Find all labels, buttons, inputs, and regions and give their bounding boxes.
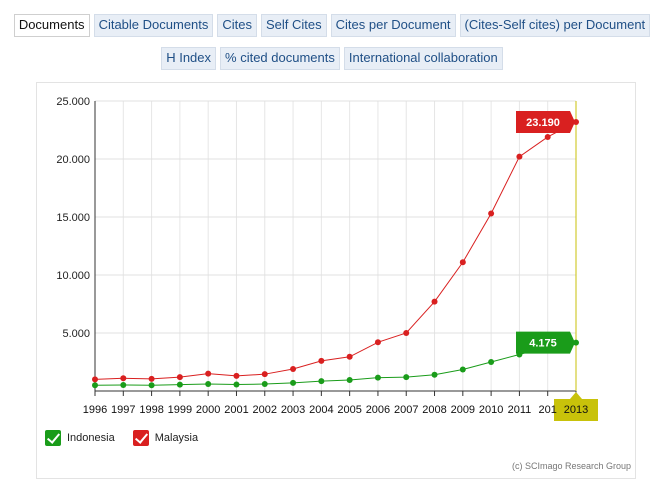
- value-callout-malaysia: [516, 110, 575, 133]
- chart-panel: [36, 82, 636, 479]
- x-tick-label: 2008: [422, 404, 446, 416]
- x-tick-label: 2009: [451, 404, 475, 416]
- data-point-indonesia: [205, 381, 212, 388]
- data-point-malaysia: [92, 376, 98, 383]
- x-tick-label: 2005: [337, 404, 361, 416]
- tab-international-collaboration[interactable]: International collaboration: [343, 47, 503, 70]
- tab-cited-documents[interactable]: % cited documents: [220, 47, 340, 70]
- x-tick-label: 2000: [196, 404, 220, 416]
- data-point-indonesia: [374, 374, 381, 381]
- x-tick-label: 1999: [168, 404, 192, 416]
- x-tick-label: 1998: [139, 404, 163, 416]
- tab-row-secondary: H Index% cited documents International co…: [0, 47, 664, 70]
- data-point-malaysia: [148, 375, 155, 382]
- data-point-malaysia: [233, 372, 240, 379]
- x-tick-label: 2003: [281, 404, 305, 416]
- data-point-malaysia: [403, 330, 410, 336]
- data-point-malaysia: [544, 133, 551, 140]
- y-tick-label: 15.000: [56, 212, 90, 224]
- data-point-indonesia: [148, 382, 155, 389]
- data-point-malaysia: [346, 353, 353, 360]
- data-point-indonesia: [573, 339, 579, 346]
- x-tick-label: 2010: [479, 404, 503, 416]
- x-tick-label: 2011: [508, 404, 532, 416]
- data-point-malaysia: [261, 371, 268, 378]
- x-tick-label: 201: [539, 404, 557, 416]
- tab-cites[interactable]: Cites: [217, 14, 258, 37]
- y-tick-label: 5.000: [62, 328, 90, 340]
- y-tick-label: 25.000: [56, 96, 90, 108]
- data-point-malaysia: [120, 375, 127, 382]
- legend-label-indonesia: Indonesia: [67, 432, 115, 444]
- data-point-indonesia: [431, 371, 438, 378]
- data-point-indonesia: [233, 381, 240, 388]
- data-point-malaysia: [290, 365, 297, 372]
- y-tick-label: 20.000: [56, 154, 90, 166]
- legend-label-malaysia: Malaysia: [154, 432, 199, 444]
- tab-row-primary: Documents Citable Documents Cites Self Cite…: [0, 14, 664, 37]
- data-point-malaysia: [374, 339, 381, 346]
- x-highlight-badge: [554, 399, 598, 421]
- x-tick-label: 2006: [366, 404, 390, 416]
- series-line-malaysia: [94, 121, 577, 380]
- data-point-indonesia: [488, 359, 495, 365]
- x-highlight-pointer: [570, 392, 582, 399]
- legend-item-indonesia[interactable]: Indonesia: [45, 430, 115, 446]
- credit-text: (c) SCImago Research Group: [511, 461, 631, 471]
- x-tick-label: 2013: [564, 404, 588, 416]
- x-tick-label: 2007: [394, 404, 418, 416]
- x-tick-label: 1996: [83, 404, 107, 416]
- data-point-malaysia: [431, 298, 438, 305]
- x-tick-label: 2002: [253, 404, 277, 416]
- data-point-malaysia: [176, 374, 183, 381]
- data-point-malaysia: [488, 210, 495, 217]
- x-tick-label: 2001: [224, 404, 248, 416]
- data-point-indonesia: [403, 374, 410, 381]
- data-point-indonesia: [120, 381, 127, 388]
- checkbox-checked-icon[interactable]: [45, 430, 61, 446]
- data-point-indonesia: [92, 382, 98, 389]
- checkbox-checked-icon[interactable]: [132, 430, 149, 446]
- tab-citable-documents[interactable]: Citable Documents: [93, 14, 214, 37]
- data-point-indonesia: [176, 381, 183, 388]
- value-callout-label: 4.175: [529, 338, 557, 350]
- data-point-malaysia: [318, 357, 325, 364]
- data-point-indonesia: [459, 366, 466, 373]
- x-tick-label: 2004: [309, 404, 333, 416]
- y-tick-label: 10.000: [56, 270, 90, 282]
- value-callout-indonesia: [516, 331, 575, 354]
- tab-documents[interactable]: Documents: [13, 14, 90, 37]
- data-point-malaysia: [459, 259, 466, 266]
- legend-item-malaysia[interactable]: Malaysia: [132, 430, 199, 446]
- data-point-malaysia: [573, 118, 579, 125]
- series-line-indonesia: [94, 342, 577, 386]
- data-point-indonesia: [261, 381, 268, 388]
- data-point-malaysia: [516, 153, 523, 160]
- data-point-indonesia: [318, 378, 325, 385]
- tab-h-index[interactable]: H Index: [161, 47, 217, 70]
- x-tick-label: 1997: [111, 404, 135, 416]
- data-point-indonesia: [290, 379, 297, 386]
- data-point-malaysia: [205, 370, 212, 377]
- data-point-indonesia: [346, 376, 353, 383]
- value-callout-label: 23.190: [526, 117, 560, 129]
- tab-cites-per-document[interactable]: Cites per Document: [330, 14, 456, 37]
- tab-self-cites[interactable]: Self Cites: [261, 14, 327, 37]
- legend: Indonesia Malaysia: [45, 430, 198, 446]
- tab-cites-self-cites-per-document[interactable]: (Cites-Self cites) per Document: [459, 14, 651, 37]
